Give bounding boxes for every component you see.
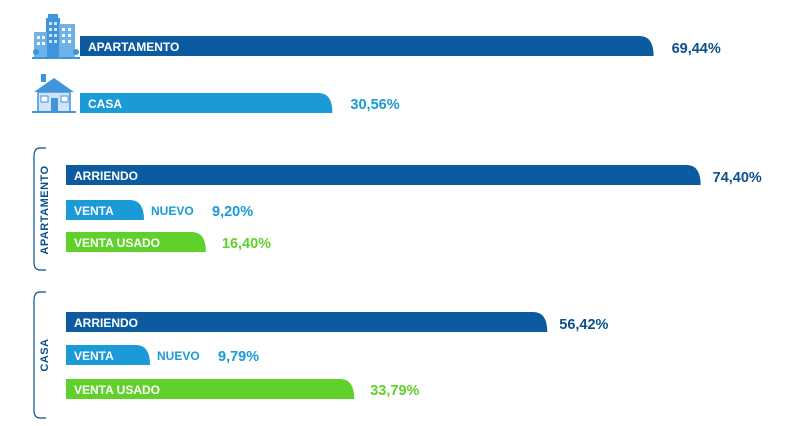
bar-label-apartamento-venta: VENTA <box>74 204 114 218</box>
value-label-casa-venta-usado: 33,79% <box>370 383 419 399</box>
bar-casa-venta <box>66 345 150 365</box>
section-apartamento-tenure: ARRIENDO 74,40% VENTA NUEVO 9,20% VENTA … <box>66 165 762 252</box>
bar-casa-arriendo <box>66 312 548 332</box>
group-frame-apartamento <box>33 147 46 271</box>
bar-label-apartamento-arriendo: ARRIENDO <box>74 169 138 183</box>
value-label-casa: 30,56% <box>350 97 399 113</box>
bar-apartamento-arriendo <box>66 165 701 185</box>
value-label-casa-arriendo: 56,42% <box>559 317 608 333</box>
bar-casa <box>80 93 333 113</box>
section-property-type: APARTAMENTO 69,44% CASA 30,56% <box>80 36 721 113</box>
bar-apartamento-venta-usado <box>66 232 206 252</box>
value-label-apartamento-venta-usado: 16,40% <box>222 236 271 252</box>
bar-apartamento <box>80 36 654 56</box>
group-label-apartamento: APARTAMENTO <box>39 165 51 254</box>
section-casa-tenure: ARRIENDO 56,42% VENTA NUEVO 9,79% VENTA … <box>66 312 609 399</box>
value-label-apartamento: 69,44% <box>672 41 721 57</box>
group-label-casa: CASA <box>39 338 51 371</box>
bar-apartamento-venta <box>66 200 144 220</box>
sublabel-apartamento-nuevo: NUEVO <box>151 204 194 218</box>
bar-label-casa: CASA <box>88 97 122 111</box>
value-label-apartamento-arriendo: 74,40% <box>713 170 762 186</box>
sublabel-casa-nuevo: NUEVO <box>157 349 200 363</box>
bar-label-casa-arriendo: ARRIENDO <box>74 316 138 330</box>
bar-label-casa-venta-usado: VENTA USADO <box>74 383 160 397</box>
house-icon <box>32 74 76 113</box>
bar-label-apartamento-venta-usado: VENTA USADO <box>74 236 160 250</box>
bar-label-apartamento: APARTAMENTO <box>88 40 179 54</box>
value-label-apartamento-venta: 9,20% <box>212 204 253 220</box>
value-label-casa-venta: 9,79% <box>218 349 259 365</box>
bar-casa-venta-usado <box>66 379 355 399</box>
group-frame-casa <box>33 291 46 419</box>
bar-label-casa-venta: VENTA <box>74 349 114 363</box>
apartment-building-icon <box>32 14 80 59</box>
